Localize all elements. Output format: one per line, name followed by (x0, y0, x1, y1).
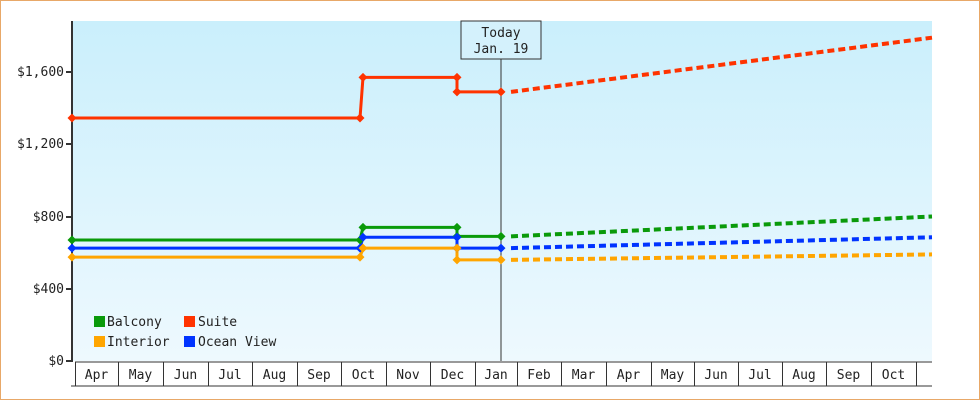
data-point[interactable] (358, 222, 368, 232)
x-month-label: Apr (85, 368, 109, 383)
legend-item-interior[interactable]: Interior (94, 335, 170, 350)
today-label: Today (481, 26, 520, 41)
x-month-label: Oct (352, 368, 375, 383)
plot-area (72, 21, 932, 361)
y-tick-label: $0 (48, 354, 64, 369)
x-month-label: Dec (441, 368, 464, 383)
data-point[interactable] (355, 252, 365, 262)
legend-label-ocean-view: Ocean View (198, 335, 276, 350)
data-point[interactable] (452, 232, 462, 242)
legend: Balcony Suite Interior Ocean View (94, 315, 276, 350)
x-month-label: Sep (837, 368, 861, 383)
legend-swatch-suite (184, 316, 195, 327)
data-point[interactable] (358, 72, 368, 82)
x-month-label: Aug (792, 368, 815, 383)
x-month-label: May (661, 368, 685, 383)
y-axis-ticks: $0 $400 $800 $1,200 $1,600 (17, 65, 72, 369)
data-point[interactable] (67, 113, 77, 123)
data-point[interactable] (358, 243, 368, 253)
legend-item-balcony[interactable]: Balcony (94, 315, 162, 330)
data-point[interactable] (496, 255, 506, 265)
data-point[interactable] (452, 243, 462, 253)
data-point[interactable] (67, 252, 77, 262)
series-line-ocean-view (72, 235, 501, 250)
y-tick-label: $400 (33, 282, 64, 297)
series-projection-interior (510, 252, 933, 262)
data-point[interactable] (496, 243, 506, 253)
data-point[interactable] (355, 113, 365, 123)
x-month-label: Sep (307, 368, 331, 383)
legend-swatch-ocean-view (184, 336, 195, 347)
today-date: Jan. 19 (474, 42, 529, 57)
series-line-interior (72, 246, 501, 262)
x-month-label: Oct (882, 368, 905, 383)
x-month-label: Jun (704, 368, 727, 383)
data-point[interactable] (452, 87, 462, 97)
legend-label-suite: Suite (198, 315, 237, 330)
y-tick-label: $1,600 (17, 65, 64, 80)
x-month-label: Aug (263, 368, 286, 383)
data-point[interactable] (452, 255, 462, 265)
legend-item-ocean-view[interactable]: Ocean View (184, 335, 276, 350)
x-axis-months: Apr May Jun Jul Aug Sep Oct Nov Dec Jan Feb Mar Apr M… (71, 361, 932, 387)
data-point[interactable] (452, 222, 462, 232)
legend-swatch-interior (94, 336, 105, 347)
data-point[interactable] (358, 232, 368, 242)
y-tick-label: $800 (33, 210, 64, 225)
today-marker: Today Jan. 19 (460, 20, 542, 361)
x-month-label: May (129, 368, 153, 383)
point-markers (67, 72, 506, 265)
x-month-label: Feb (527, 368, 551, 383)
y-tick-label: $1,200 (17, 137, 64, 152)
legend-label-balcony: Balcony (107, 315, 162, 330)
x-month-label: Mar (572, 368, 596, 383)
data-point[interactable] (67, 235, 77, 245)
data-point[interactable] (67, 243, 77, 253)
data-point[interactable] (452, 72, 462, 82)
data-point[interactable] (496, 87, 506, 97)
legend-item-suite[interactable]: Suite (184, 315, 237, 330)
x-month-label: Jan (484, 368, 507, 383)
x-month-label: Jun (174, 368, 197, 383)
series-projection-balcony (510, 214, 933, 239)
series-layer (72, 35, 933, 262)
x-month-label: Nov (396, 368, 420, 383)
legend-label-interior: Interior (107, 335, 170, 350)
series-line-balcony (72, 225, 501, 242)
x-month-label: Jul (218, 368, 241, 383)
x-month-label: Jul (748, 368, 771, 383)
series-projection-suite (510, 35, 933, 94)
legend-swatch-balcony (94, 316, 105, 327)
data-point[interactable] (496, 231, 506, 241)
x-month-label: Apr (617, 368, 641, 383)
series-projection-ocean-view (510, 235, 933, 251)
series-line-suite (72, 75, 501, 120)
